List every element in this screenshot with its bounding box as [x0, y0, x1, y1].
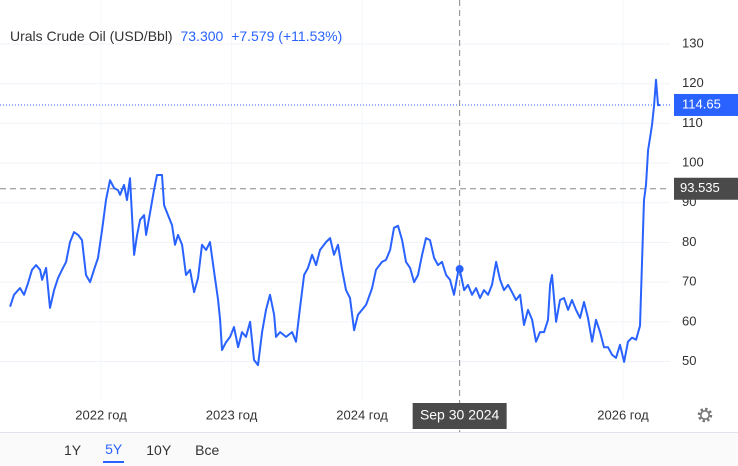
- y-tick-label: 60: [682, 313, 696, 328]
- y-tick-label: 130: [682, 35, 704, 50]
- crosshair-x-label: Sep 30 2024: [420, 407, 500, 423]
- settings-icon[interactable]: [697, 407, 713, 423]
- range-button[interactable]: 10Y: [146, 441, 172, 458]
- instrument-name: Urals Crude Oil (USD/Bbl): [10, 28, 173, 44]
- range-bar: 1Y 5Y 10Y Все: [0, 432, 738, 466]
- last-value-badge: [674, 93, 738, 116]
- x-tick-label: 2026 год: [597, 407, 649, 422]
- price-line: [9, 78, 661, 367]
- y-tick-label: 120: [682, 75, 704, 90]
- y-tick-label: 100: [682, 155, 704, 170]
- last-value-label: 114.65: [682, 96, 721, 111]
- hover-point: [455, 265, 464, 274]
- x-tick-label: 2024 год: [336, 407, 388, 422]
- x-tick-label: 2023 год: [206, 407, 258, 422]
- price: 73.300: [180, 28, 224, 44]
- y-tick-label: 50: [682, 353, 696, 368]
- range-button[interactable]: 1Y: [64, 441, 82, 458]
- range-button[interactable]: 5Y: [103, 437, 125, 463]
- y-tick-label: 80: [682, 234, 696, 249]
- gear-teeth: [697, 407, 713, 423]
- header: Urals Crude Oil (USD/Bbl) 73.300 +7.579 …: [10, 28, 346, 44]
- range-button[interactable]: Все: [195, 441, 220, 458]
- y-tick-label: 110: [682, 115, 703, 130]
- crosshair-y-badge: [674, 177, 738, 200]
- change: +7.579 (+11.53%): [231, 28, 343, 44]
- crosshair-x-badge: [412, 403, 507, 429]
- x-tick-label: 2022 год: [75, 407, 127, 422]
- y-tick-label: 70: [682, 274, 696, 289]
- gear-ring: [700, 410, 710, 420]
- crosshair-y-label: 93.535: [680, 180, 720, 195]
